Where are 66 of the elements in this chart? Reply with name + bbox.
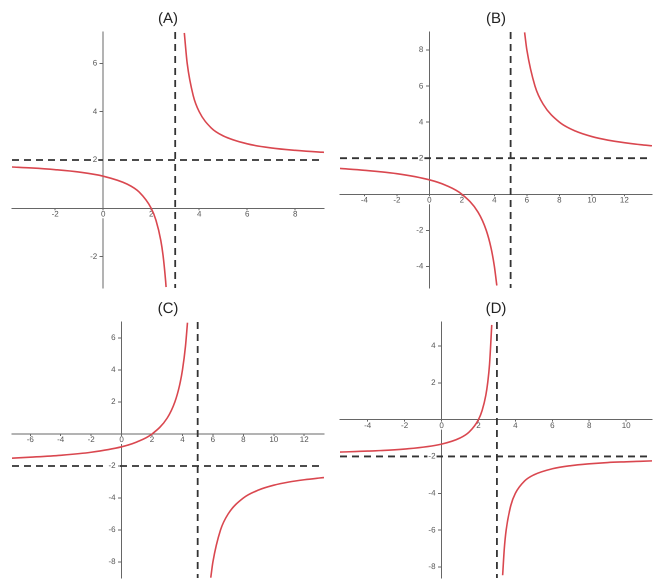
x-tick-label: 0 <box>119 435 124 444</box>
line-series <box>210 476 324 578</box>
y-tick-label: -4 <box>416 262 424 271</box>
y-tick-label: -8 <box>428 562 436 572</box>
y-tick-label: 4 <box>418 117 424 126</box>
x-tick-label: 12 <box>620 195 630 204</box>
x-tick-label: 0 <box>100 210 106 219</box>
x-tick-label: 10 <box>269 435 279 444</box>
y-tick-label: 4 <box>92 106 98 116</box>
x-tick-label: 2 <box>460 195 465 204</box>
y-tick-label: 8 <box>418 45 424 54</box>
y-tick-label: -4 <box>428 488 436 498</box>
x-tick-label: 8 <box>557 195 562 204</box>
x-tick-label: 2 <box>476 420 482 430</box>
y-tick-label: -6 <box>428 525 436 534</box>
x-tick-label: 4 <box>180 435 186 444</box>
y-tick-label: 6 <box>111 333 116 342</box>
y-tick-label: 4 <box>111 365 116 374</box>
x-tick-label: 4 <box>513 420 518 430</box>
x-tick-label: -4 <box>360 195 368 204</box>
x-tick-label: -4 <box>364 420 372 430</box>
x-tick-label: 10 <box>622 420 632 430</box>
x-tick-label: 2 <box>150 435 155 444</box>
x-tick-label: -6 <box>26 435 34 444</box>
x-tick-label: -2 <box>401 420 409 430</box>
chart-title: (B) <box>486 10 506 28</box>
line-series <box>12 322 188 459</box>
x-tick-label: 4 <box>492 195 498 204</box>
x-tick-label: 12 <box>300 435 310 444</box>
x-tick-label: 8 <box>587 420 592 430</box>
chart-title: (D) <box>486 300 506 318</box>
x-tick-label: 0 <box>427 195 432 204</box>
x-tick-label: -4 <box>57 435 65 444</box>
line-series <box>340 168 498 286</box>
line-series <box>524 32 652 147</box>
y-tick-label: 2 <box>418 153 424 162</box>
x-tick-label: 6 <box>524 195 530 204</box>
y-tick-label: -6 <box>108 525 116 534</box>
x-tick-label: 6 <box>244 210 250 219</box>
y-tick-label: -8 <box>108 557 116 566</box>
line-series <box>502 460 652 576</box>
y-tick-label: -2 <box>108 461 116 470</box>
chart-title: (C) <box>158 300 178 318</box>
x-tick-label: 8 <box>292 210 298 219</box>
x-tick-label: 6 <box>550 420 556 430</box>
y-tick-label: -2 <box>416 226 424 235</box>
y-tick-label: 4 <box>431 341 436 350</box>
y-tick-label: -2 <box>428 452 436 461</box>
y-tick-label: 6 <box>418 81 424 90</box>
y-tick-label: -4 <box>108 493 116 502</box>
x-tick-label: -2 <box>52 210 60 219</box>
y-tick-label: 6 <box>92 58 98 68</box>
x-tick-label: 4 <box>196 210 202 219</box>
x-tick-label: 6 <box>210 435 216 444</box>
chart-title: (A) <box>158 10 178 28</box>
y-tick-label: 2 <box>92 155 98 164</box>
x-tick-label: -2 <box>393 195 401 204</box>
y-tick-label: 2 <box>111 397 116 406</box>
line-series <box>184 32 324 154</box>
x-tick-label: 0 <box>439 420 444 430</box>
x-tick-label: 10 <box>587 195 597 204</box>
y-tick-label: 2 <box>431 378 436 387</box>
line-series <box>340 324 493 453</box>
line-series <box>12 166 167 288</box>
x-tick-label: 8 <box>241 435 246 444</box>
y-tick-label: -2 <box>90 252 98 261</box>
